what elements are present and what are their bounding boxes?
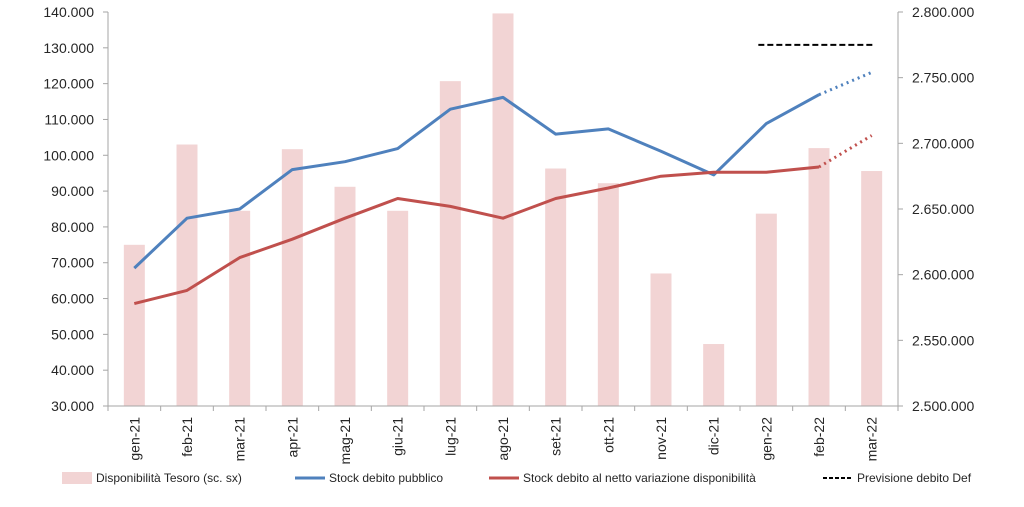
right-tick-label: 2.700.000: [912, 135, 974, 151]
left-axis-ticks: 30.000 40.000 50.000 60.000 70.000 80.000 90.0…: [43, 4, 108, 414]
x-tick-label: feb-21: [179, 417, 195, 457]
bar-gen-21: [123, 244, 145, 406]
forecast-lines: [818, 71, 873, 169]
left-tick-label: 60.000: [51, 291, 94, 307]
legend-item-4: Previsione debito Def: [823, 471, 972, 485]
forecast-stock-netto: [818, 134, 873, 169]
legend-label: Disponibilità Tesoro (sc. sx): [96, 471, 242, 485]
right-tick-label: 2.800.000: [912, 4, 974, 20]
legend-item-2: Stock debito pubblico: [295, 471, 443, 485]
x-tick-label: mar-21: [232, 417, 248, 462]
x-tick-label: giu-21: [390, 417, 406, 456]
left-tick-label: 70.000: [51, 255, 94, 271]
left-tick-label: 90.000: [51, 183, 94, 199]
bar-mar-21: [229, 210, 251, 406]
x-tick-label: mag-21: [337, 417, 353, 465]
bar-mag-21: [334, 186, 356, 406]
x-tick-label: gen-22: [758, 417, 774, 461]
left-tick-label: 30.000: [51, 398, 94, 414]
bar-lug-21: [439, 81, 461, 406]
legend: Disponibilità Tesoro (sc. sx) Stock debit…: [62, 471, 972, 485]
line-stock-debito: [133, 93, 820, 270]
forecast-stock-debito: [818, 71, 873, 97]
right-axis-ticks: 2.500.000 2.550.000 2.600.000 2.650.000 2.70…: [898, 4, 974, 414]
x-tick-label: lug-21: [442, 417, 458, 456]
legend-label: Stock debito al netto variazione disponi…: [523, 471, 756, 485]
left-tick-label: 110.000: [44, 111, 94, 127]
x-tick-label: ott-21: [600, 417, 616, 453]
right-tick-label: 2.500.000: [912, 398, 974, 414]
legend-swatch: [62, 472, 92, 484]
line-stock-netto: [133, 165, 820, 306]
x-tick-label: ago-21: [495, 417, 511, 461]
legend-label: Stock debito pubblico: [329, 471, 443, 485]
line-series: [133, 93, 820, 306]
bar-feb-21: [176, 144, 198, 406]
right-tick-label: 2.750.000: [912, 70, 974, 86]
x-tick-label: set-21: [548, 417, 564, 456]
x-tick-label: feb-22: [811, 417, 827, 457]
x-axis-ticks: gen-21 feb-21 mar-21 apr-21 mag-21 giu-21 lug-…: [107, 406, 899, 465]
bar-series-disponibilita: [123, 13, 883, 407]
x-tick-label: mar-22: [864, 417, 880, 462]
bar-ago-21: [492, 13, 514, 406]
right-tick-label: 2.650.000: [912, 201, 974, 217]
bar-dic-21: [703, 344, 725, 406]
x-tick-label: nov-21: [653, 417, 669, 460]
bar-ott-21: [597, 183, 619, 406]
right-tick-label: 2.550.000: [912, 332, 974, 348]
bar-set-21: [545, 168, 567, 406]
right-tick-label: 2.600.000: [912, 267, 974, 283]
legend-item-3: Stock debito al netto variazione disponi…: [489, 471, 756, 485]
legend-item-1: Disponibilità Tesoro (sc. sx): [62, 471, 242, 485]
bar-apr-21: [281, 149, 303, 406]
legend-label: Previsione debito Def: [857, 471, 972, 485]
x-tick-label: dic-21: [706, 417, 722, 455]
bar-gen-22: [755, 213, 777, 406]
left-tick-label: 130.000: [43, 40, 94, 56]
left-tick-label: 120.000: [43, 76, 94, 92]
bar-nov-21: [650, 273, 672, 406]
bar-feb-22: [808, 148, 830, 407]
x-tick-label: apr-21: [284, 417, 300, 458]
left-tick-label: 50.000: [51, 326, 94, 342]
bar-giu-21: [387, 210, 409, 406]
left-tick-label: 100.000: [43, 147, 94, 163]
x-tick-label: gen-21: [126, 417, 142, 461]
left-tick-label: 80.000: [51, 219, 94, 235]
left-tick-label: 140.000: [43, 4, 94, 20]
bar-mar-22: [861, 171, 883, 406]
left-tick-label: 40.000: [51, 362, 94, 378]
